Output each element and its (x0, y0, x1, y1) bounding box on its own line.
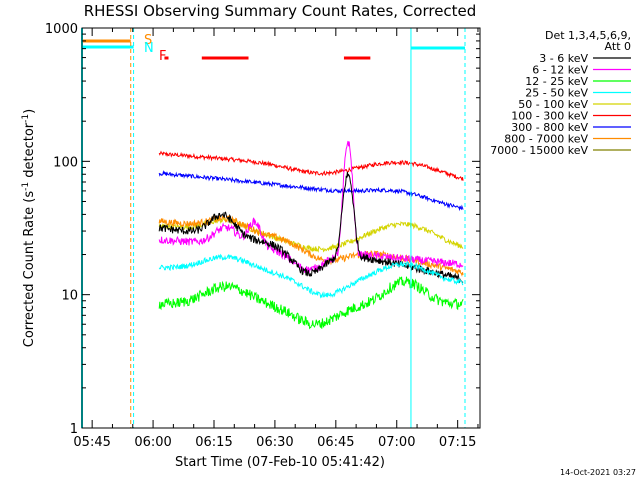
y-tick-label: 1 (70, 422, 78, 437)
legend-label: 100 - 300 keV (511, 110, 588, 123)
y-tick-label: 100 (53, 155, 78, 170)
legend-label: 50 - 100 keV (518, 98, 588, 111)
trace-25-50-kev (158, 253, 464, 299)
y-axis-label: Corrected Count Rate (s-1 detector-1) (21, 109, 37, 347)
trace-50-100-kev (158, 215, 464, 253)
x-tick-label: 06:30 (256, 435, 293, 450)
trace-300-800-kev (158, 170, 464, 212)
legend-label: 300 - 800 keV (511, 121, 588, 134)
timestamp: 14-Oct-2021 03:27 (560, 468, 636, 477)
legend-label: 3 - 6 keV (539, 52, 588, 65)
saa-flag-label: S (144, 33, 152, 48)
flare-flag-label: F (159, 49, 166, 64)
x-tick-label: 06:15 (195, 435, 232, 450)
legend-label: 7000 - 15000 keV (490, 144, 588, 157)
flag-bars (81, 28, 466, 428)
x-axis-label: Start Time (07-Feb-10 05:41:42) (175, 455, 385, 470)
trace-12-25-kev (158, 276, 464, 330)
y-tick-label: 10 (61, 289, 78, 304)
x-tick-label: 07:00 (378, 435, 415, 450)
y-axis-ticks: 1000 100 10 1 (45, 22, 480, 437)
x-tick-label: 05:45 (73, 435, 110, 450)
trace-100-300-kev (158, 150, 464, 181)
y-tick-label: 1000 (45, 22, 78, 37)
legend-label: 25 - 50 keV (525, 87, 588, 100)
legend-header-line1: Det 1,3,4,5,6,9, (545, 29, 631, 42)
night-flag-label: N (144, 41, 154, 56)
trace-3-6-kev (158, 171, 464, 283)
legend-header-line2: Att 0 (605, 40, 631, 53)
x-axis-ticks: 05:45 06:00 06:15 06:30 06:45 07:00 07:15 (73, 28, 479, 450)
chart-title: RHESSI Observing Summary Count Rates, Co… (84, 2, 477, 20)
trace-6-12-kev (158, 140, 464, 274)
legend-label: 800 - 7000 keV (504, 133, 588, 146)
legend-label: 12 - 25 keV (525, 75, 588, 88)
x-tick-label: 06:00 (134, 435, 171, 450)
x-tick-label: 07:15 (439, 435, 476, 450)
legend-label: 6 - 12 keV (532, 64, 588, 77)
x-tick-label: 06:45 (317, 435, 354, 450)
series-traces (158, 140, 464, 330)
plot-frame (81, 27, 481, 429)
